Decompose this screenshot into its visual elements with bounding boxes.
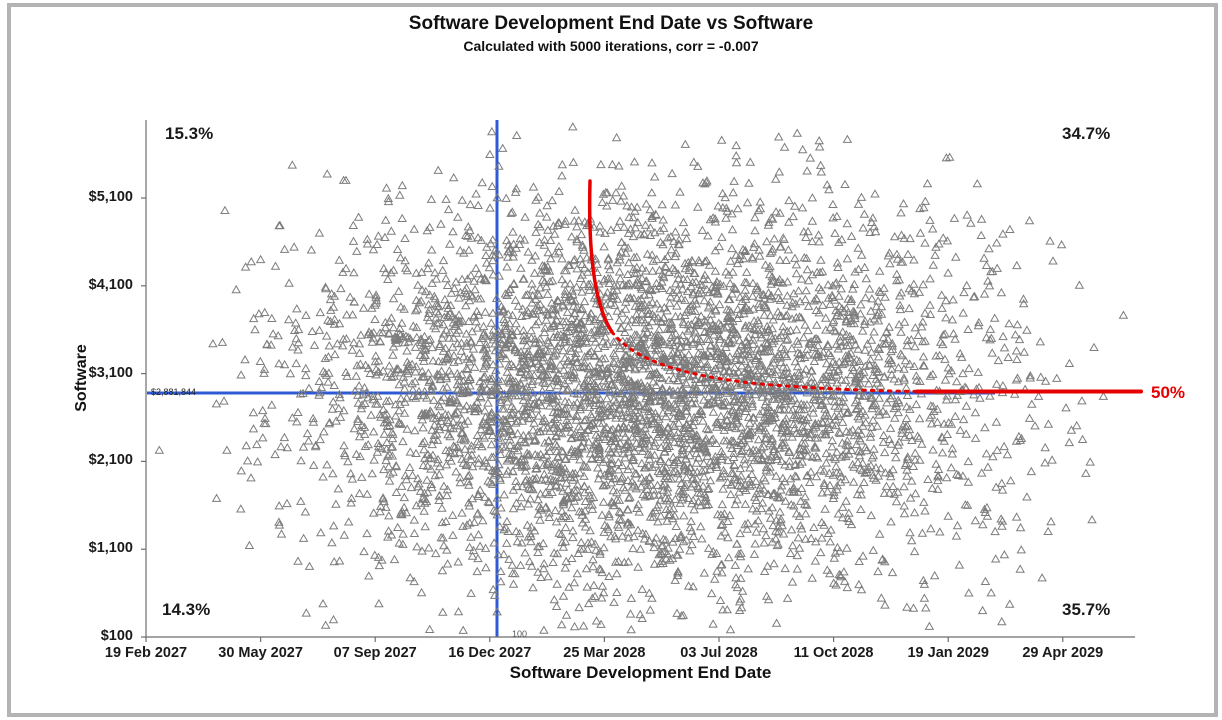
scatter-points: [154, 122, 1129, 634]
quadrant-label-top-right: 34.7%: [1062, 124, 1111, 143]
y-tick-label: $5,100: [88, 189, 133, 205]
x-tick-label: 30 May 2027: [218, 645, 303, 661]
axes: [141, 120, 1135, 642]
y-tick-label: $100: [100, 628, 133, 644]
chart-title: Software Development End Date vs Softwar…: [408, 13, 814, 34]
percentile-curve-dotted: [610, 330, 919, 393]
vertical-line-value-label: 100: [512, 629, 528, 639]
percentile-50-label: 50%: [1151, 383, 1186, 402]
x-axis-title: Software Development End Date: [509, 663, 772, 682]
x-tick-label: 29 Apr 2029: [1022, 645, 1104, 661]
x-tick-label: 16 Dec 2027: [448, 645, 532, 661]
x-tick-label: 25 Mar 2028: [563, 645, 646, 661]
quadrant-label-bottom-left: 14.3%: [162, 600, 211, 619]
x-tick-label: 11 Oct 2028: [793, 645, 874, 661]
y-tick-label: $2,100: [88, 452, 133, 469]
horizontal-line-value-label: $2,881,844: [151, 387, 197, 397]
y-tick-label: $3,100: [88, 364, 133, 381]
percentile-curve-upper: [587, 179, 614, 334]
x-tick-label: 03 Jul 2028: [680, 645, 758, 661]
x-tick-label: 19 Feb 2027: [104, 645, 188, 661]
chart-subtitle: Calculated with 5000 iterations, corr = …: [463, 38, 759, 54]
quadrant-label-bottom-right: 35.7%: [1062, 600, 1111, 619]
quadrant-label-top-left: 15.3%: [165, 124, 214, 143]
y-axis-title: Software: [73, 344, 90, 412]
y-tick-label: $1,100: [88, 540, 133, 557]
x-tick-label: 19 Jan 2029: [907, 645, 989, 661]
x-tick-label: 07 Sep 2027: [333, 645, 417, 661]
y-tick-label: $4,100: [88, 276, 133, 293]
